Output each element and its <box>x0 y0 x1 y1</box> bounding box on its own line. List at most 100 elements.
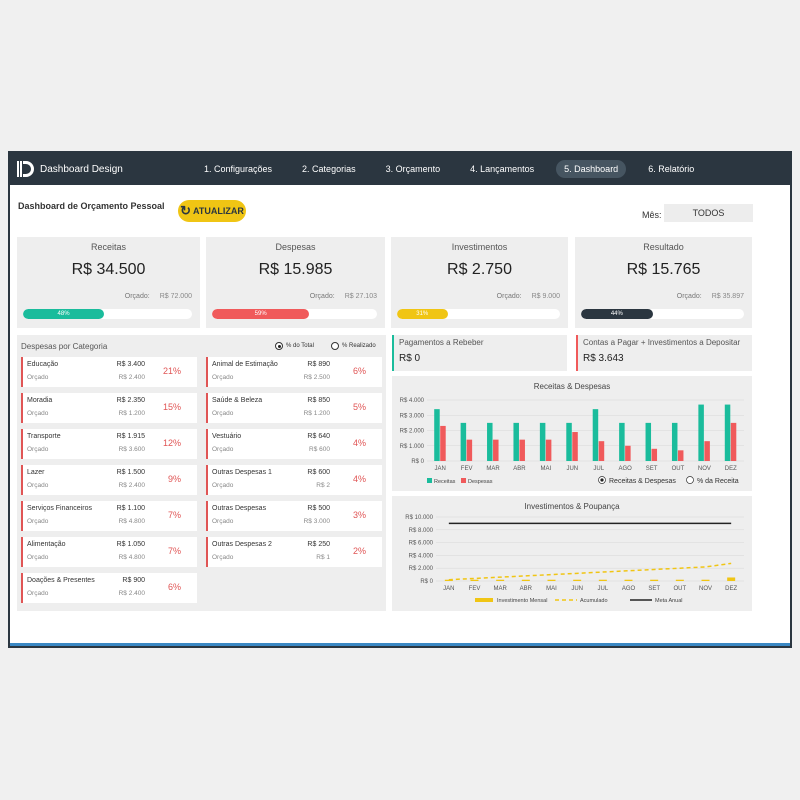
line-acumulado <box>448 562 732 581</box>
y-tick-label: R$ 8.000 <box>409 528 434 534</box>
nav-item-5[interactable]: 5. Dashboard <box>556 160 627 178</box>
category-item: Serviços Financeiros Orçado R$ 1.100 R$ 4.8… <box>21 501 197 531</box>
nav-item-3[interactable]: 3. Orçamento <box>385 164 441 174</box>
category-value: R$ 3.400 <box>116 361 145 368</box>
category-value: R$ 890 <box>307 361 330 368</box>
category-budget: R$ 1.200 <box>118 410 145 417</box>
category-value: R$ 1.050 <box>116 541 145 548</box>
kpi-budget-label: Orçado: <box>676 293 702 300</box>
investments-chart: R$ 0 R$ 2.000 R$ 4.000 R$ 6.000 R$ 8.000 R$ 1… <box>405 515 744 604</box>
radio-selected-icon <box>275 342 283 350</box>
category-percent: 4% <box>352 474 366 484</box>
category-item: Lazer Orçado R$ 1.500 R$ 2.400 9% <box>21 465 197 495</box>
category-value: R$ 500 <box>307 505 330 512</box>
category-name: Saúde & Beleza <box>212 397 263 404</box>
bar-investimento-mensal <box>727 577 736 581</box>
bar-receitas <box>513 422 519 461</box>
category-value: R$ 850 <box>307 397 330 404</box>
month-select[interactable]: TODOS <box>664 204 753 222</box>
bar-despesas <box>651 448 658 461</box>
radio-dot <box>600 478 604 482</box>
y-tick-label: R$ 4.000 <box>400 398 425 404</box>
bar-receitas <box>566 422 572 461</box>
bar-despesas <box>493 439 499 461</box>
bar-receitas <box>487 422 493 461</box>
x-tick-label: ABR <box>520 586 533 592</box>
category-value: R$ 1.500 <box>116 469 145 476</box>
nav-item-4[interactable]: 4. Lançamentos <box>470 164 535 174</box>
kpi-budget: Orçado: R$ 9.000 <box>497 293 560 300</box>
radio-percent-total[interactable]: % do Total <box>275 342 314 350</box>
payables-title: Contas a Pagar + Investimentos a Deposit… <box>583 338 741 347</box>
bar-receitas <box>645 422 652 461</box>
category-budget: R$ 3.000 <box>303 518 330 525</box>
expenses-by-category-panel: Despesas por Categoria % do Total % Real… <box>17 335 386 611</box>
category-budget-label: Orçado <box>27 590 49 597</box>
category-value: R$ 640 <box>307 433 330 440</box>
bar-receitas <box>539 422 546 461</box>
update-button[interactable]: ↻ ATUALIZAR <box>178 200 246 222</box>
bar-receitas <box>724 404 731 461</box>
nav-item-6[interactable]: 6. Relatório <box>648 164 695 174</box>
radio-percent-realizado[interactable]: % Realizado <box>331 342 376 350</box>
bar-investimento-mensal <box>675 579 684 581</box>
x-tick-label: MAI <box>546 586 557 592</box>
bar-investimento-mensal <box>547 579 556 581</box>
kpi-budget: Orçado: R$ 35.897 <box>677 293 744 300</box>
category-budget-label: Orçado <box>212 482 234 489</box>
x-tick-label: SET <box>646 466 658 472</box>
legend-label: Despesas <box>468 479 493 485</box>
category-value: R$ 600 <box>307 469 330 476</box>
kpi-value: R$ 15.765 <box>626 261 701 278</box>
legend-swatch <box>427 478 432 483</box>
bar-receitas <box>460 422 467 461</box>
x-tick-label: JUN <box>566 466 578 472</box>
category-budget-label: Orçado <box>27 410 49 417</box>
refresh-icon: ↻ <box>180 203 192 218</box>
bar-despesas <box>545 439 552 461</box>
legend-swatch <box>461 478 466 483</box>
category-name: Transporte <box>27 433 61 440</box>
category-budget: R$ 1.200 <box>303 410 330 417</box>
legend-label: Receitas <box>434 479 456 485</box>
month-label: Mês: <box>642 210 662 220</box>
kpi-card-investimentos: Investimentos R$ 2.750 Orçado: R$ 9.000 31% <box>391 237 568 328</box>
bar-despesas <box>466 439 473 461</box>
y-tick-label: R$ 0 <box>420 579 433 585</box>
category-budget: R$ 600 <box>309 446 330 453</box>
investments-chart-title: Investimentos & Poupança <box>524 502 620 511</box>
app-window: Dashboard Design 1. Configurações 2. Cate… <box>8 151 792 648</box>
kpi-value: R$ 34.500 <box>71 261 146 278</box>
category-name: Alimentação <box>27 541 66 548</box>
bar-investimento-mensal <box>444 579 453 581</box>
category-percent: 6% <box>167 582 181 592</box>
radio-unselected-icon <box>331 342 339 350</box>
category-item: Moradia Orçado R$ 2.350 R$ 1.200 15% <box>21 393 197 423</box>
nav-item-1[interactable]: 1. Configurações <box>204 164 273 174</box>
category-budget: R$ 2 <box>316 482 330 489</box>
logo-icon <box>17 161 34 177</box>
bar-investimento-mensal <box>573 579 582 581</box>
category-budget: R$ 2.500 <box>303 374 330 381</box>
y-tick-label: R$ 0 <box>411 459 424 465</box>
x-tick-label: DEZ <box>725 586 737 592</box>
kpi-budget-label: Orçado: <box>496 293 522 300</box>
category-budget-label: Orçado <box>27 446 49 453</box>
category-percent: 2% <box>352 546 366 556</box>
radio-unselected-icon[interactable] <box>686 476 694 484</box>
category-value: R$ 2.350 <box>116 397 145 404</box>
x-tick-label: JUN <box>571 586 583 592</box>
bar-receitas <box>619 422 625 461</box>
bar-despesas <box>704 441 710 461</box>
category-item: Outras Despesas 2 Orçado R$ 250 R$ 1 2% <box>206 537 382 567</box>
category-percent: 6% <box>352 366 366 376</box>
top-nav-bar: Dashboard Design 1. Configurações 2. Cate… <box>10 153 790 185</box>
nav-item-2[interactable]: 2. Categorias <box>302 164 356 174</box>
category-budget: R$ 1 <box>316 554 330 561</box>
kpi-budget-value: R$ 9.000 <box>531 293 560 300</box>
bar-despesas <box>440 425 446 461</box>
x-tick-label: FEV <box>461 466 473 472</box>
receivables-title: Pagamentos a Rebeber <box>399 338 484 347</box>
bar-investimento-mensal <box>650 579 659 581</box>
logo[interactable]: Dashboard Design <box>16 160 186 178</box>
